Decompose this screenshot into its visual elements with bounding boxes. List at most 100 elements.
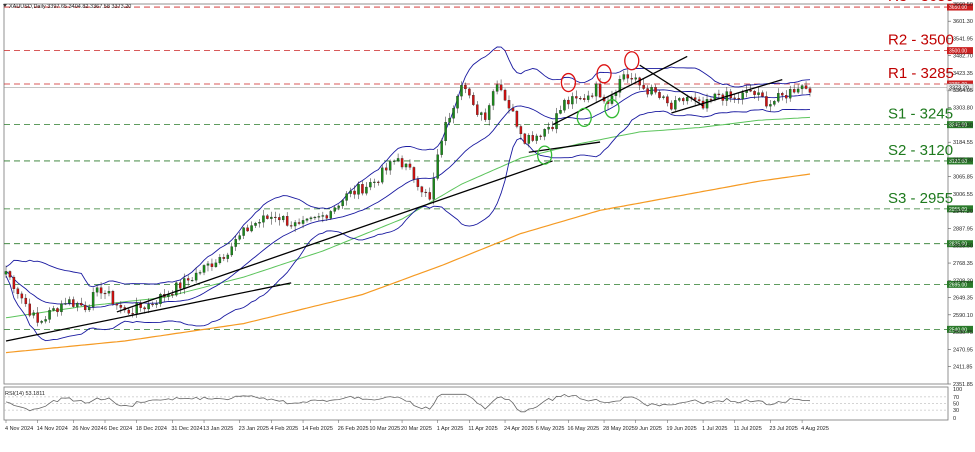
date-tick-label: 20 Mar 2025 xyxy=(401,426,432,432)
candle-body xyxy=(384,167,388,171)
candle-body xyxy=(365,186,368,194)
candle xyxy=(634,73,637,84)
candle xyxy=(36,307,39,327)
candle-body xyxy=(373,181,376,183)
candle xyxy=(666,94,669,107)
level-label: R3 - 3650 xyxy=(888,0,954,5)
candle xyxy=(28,298,32,318)
rsi-label: RSI(14) 53.1811 xyxy=(5,391,45,397)
candle xyxy=(175,281,178,297)
candle xyxy=(388,159,392,175)
candle xyxy=(583,93,586,103)
candle-body xyxy=(230,246,233,256)
candle xyxy=(773,99,776,107)
price-axis: 3660.50 3601.30 3541.95 3482.70 3423.35 3364.… xyxy=(948,2,973,388)
candle-body xyxy=(24,297,28,305)
candle-body xyxy=(329,211,333,219)
candle-body xyxy=(590,95,594,97)
candle xyxy=(788,85,792,102)
candle xyxy=(242,226,245,239)
level-tag xyxy=(947,157,973,165)
candle-body xyxy=(674,100,677,110)
candle-body xyxy=(480,112,483,115)
price-tick-label: 2470.95 xyxy=(953,347,973,353)
candle xyxy=(285,212,289,227)
candle-body xyxy=(515,110,519,127)
candle xyxy=(171,290,174,298)
price-tick-label: 3660.50 xyxy=(953,2,973,8)
candle xyxy=(559,105,562,115)
trendline-short xyxy=(528,141,601,153)
candle xyxy=(68,296,71,306)
candle xyxy=(737,92,740,104)
candle xyxy=(95,285,99,297)
candle xyxy=(674,95,677,111)
candle xyxy=(87,304,91,312)
candle-body xyxy=(634,77,637,80)
candle-body xyxy=(250,225,253,232)
level-tag-text: 3245.00 xyxy=(949,123,967,129)
trendline-right-up xyxy=(671,79,783,114)
candle xyxy=(222,253,226,262)
candle-body xyxy=(76,302,79,307)
candle xyxy=(460,81,463,101)
level-tag-text: 2695.00 xyxy=(949,282,967,288)
candle-body xyxy=(697,99,701,102)
candle-body xyxy=(341,200,344,207)
price-tick-label: 3541.95 xyxy=(953,36,973,42)
candle-body xyxy=(127,309,131,314)
resistance-touch-circle xyxy=(624,51,640,71)
support-touch-circle xyxy=(536,145,553,165)
candle xyxy=(234,235,237,251)
candle-body xyxy=(115,303,119,306)
candle xyxy=(436,148,439,181)
candle-body xyxy=(685,96,689,102)
candle-body xyxy=(717,93,721,96)
candle-body xyxy=(519,126,523,135)
candle-body xyxy=(586,95,590,100)
candle xyxy=(420,185,424,198)
rsi-max-label: 100 xyxy=(953,387,962,393)
candle xyxy=(610,90,614,106)
candle xyxy=(226,252,230,263)
candle-body xyxy=(309,217,313,220)
candle xyxy=(483,108,487,122)
candle-body xyxy=(571,96,574,105)
candle-body xyxy=(547,126,550,130)
candle-body xyxy=(523,133,527,144)
candle-body xyxy=(432,178,435,200)
level-tag-text: 2835.00 xyxy=(949,242,967,248)
chart-header: XAUUSD,Daily 3397.65 3404.82 3367.58 337… xyxy=(9,4,131,10)
sma-mid-line xyxy=(5,116,811,319)
candle xyxy=(800,84,804,95)
candle xyxy=(48,307,51,323)
indicator-overlays xyxy=(5,46,811,354)
candle xyxy=(547,122,550,134)
candle-body xyxy=(147,303,150,310)
candle-body xyxy=(179,282,182,289)
candle-body xyxy=(83,304,87,311)
candle xyxy=(662,95,665,100)
candle xyxy=(452,105,455,124)
candle xyxy=(107,286,111,297)
level-tag xyxy=(947,240,973,248)
candle xyxy=(733,94,736,104)
candle xyxy=(321,211,325,223)
candle-body xyxy=(559,110,562,114)
level-tag-text: 2540.00 xyxy=(949,327,967,333)
candle-body xyxy=(353,190,356,195)
candle xyxy=(44,316,47,324)
candle xyxy=(804,81,808,90)
candle xyxy=(412,166,416,183)
level-tag xyxy=(947,205,973,213)
candle-body xyxy=(483,112,487,120)
candle xyxy=(83,301,87,313)
candle-body xyxy=(670,102,673,110)
candle xyxy=(357,181,360,200)
candle-body xyxy=(654,87,657,93)
candle xyxy=(646,85,649,98)
candle-body xyxy=(293,222,297,227)
candle-body xyxy=(4,271,8,275)
candle xyxy=(432,172,435,205)
